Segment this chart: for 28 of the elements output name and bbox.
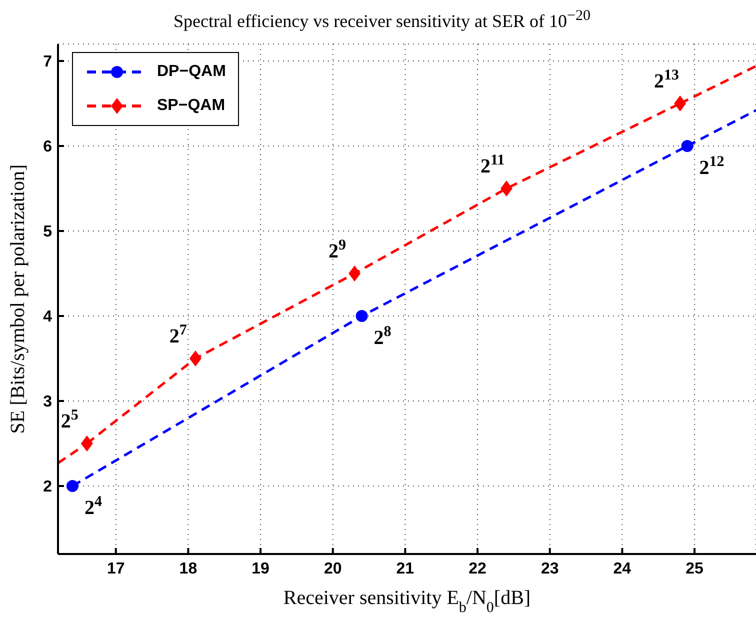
annotation: 2$^{5}$ xyxy=(60,408,78,432)
x-tick-label: 21 xyxy=(396,560,414,578)
annotation: 2$^{7}$ xyxy=(169,322,188,348)
annotation: 2$^{4}$ xyxy=(84,494,102,519)
annotation: 2$^{11}$ xyxy=(480,152,505,178)
annotation: 2$^{13}$ xyxy=(654,68,680,92)
legend-label: SP−QAM xyxy=(157,97,226,115)
y-tick-label: 4 xyxy=(43,308,52,326)
y-tick-label: 7 xyxy=(43,54,52,71)
x-tick-label: 18 xyxy=(179,560,198,578)
legend-label: DP−QAM xyxy=(157,63,226,81)
y-tick-label: 5 xyxy=(43,224,52,241)
y-tick-label: 2 xyxy=(43,478,52,496)
x-tick-label: 23 xyxy=(540,560,559,578)
x-tick-label: 17 xyxy=(106,560,125,578)
annotation: 2$^{8}$ xyxy=(374,324,392,349)
y-tick-label: 3 xyxy=(43,394,52,411)
y-tick-label: 6 xyxy=(43,138,52,156)
chart-title: Spectral efficiency vs receiver sensitivity at SER of 10$^{−20}$ xyxy=(172,8,592,33)
x-tick-label: 25 xyxy=(686,560,704,578)
annotation: 2$^{12}$ xyxy=(699,154,724,179)
x-axis-title: Receiver sensitivity E$_{b}$/N$_{0}$[dB] xyxy=(283,587,531,616)
x-tick-label: 20 xyxy=(324,560,342,578)
x-tick-label: 22 xyxy=(468,560,487,578)
x-tick-label: 24 xyxy=(613,560,632,578)
y-axis-title: SE [Bits/symbol per polarization] xyxy=(6,164,29,434)
annotation: 2$^{9}$ xyxy=(328,238,346,262)
x-tick-label: 19 xyxy=(252,560,270,578)
